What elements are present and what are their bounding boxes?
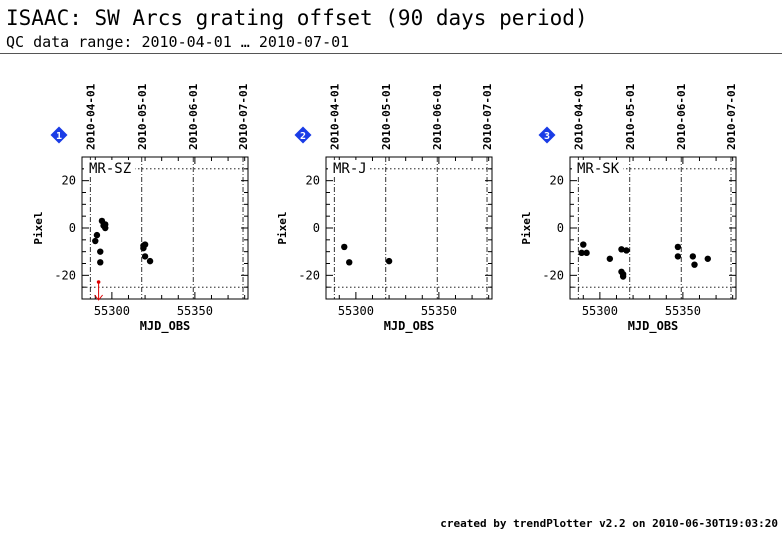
data-point <box>689 253 697 260</box>
data-point <box>578 249 585 257</box>
x-tick-label: 55300 <box>94 304 130 318</box>
data-point <box>141 253 149 260</box>
panel-label: MR-J <box>333 161 367 177</box>
panel-index-label: 2 <box>300 131 306 142</box>
top-date-label: 2010-05-01 <box>136 83 149 150</box>
plot-frame <box>569 156 737 300</box>
top-date-label: 2010-06-01 <box>187 83 200 150</box>
data-point <box>385 257 393 265</box>
x-tick-label: 55300 <box>582 304 618 318</box>
y-tick-label: 20 <box>550 174 564 188</box>
y-axis-label: Pixel <box>32 211 45 244</box>
data-point <box>97 259 104 266</box>
data-point <box>146 257 154 265</box>
y-tick-label: -20 <box>542 268 564 282</box>
top-date-label: 2010-07-01 <box>725 83 738 150</box>
header-divider <box>0 53 782 54</box>
data-point <box>619 273 627 280</box>
y-tick-label: -20 <box>54 268 76 282</box>
panel-label-bg <box>84 160 135 176</box>
top-date-label: 2010-06-01 <box>675 83 688 150</box>
data-point <box>97 248 104 255</box>
panel-index-badge <box>538 126 556 144</box>
x-tick-label: 55350 <box>421 304 457 318</box>
top-date-label: 2010-04-01 <box>84 83 97 150</box>
page-title: ISAAC: SW Arcs grating offset (90 days p… <box>6 6 588 30</box>
panel-label-bg <box>328 160 370 176</box>
data-point <box>606 255 614 262</box>
outlier-arrowhead <box>94 294 103 301</box>
data-point <box>580 241 587 248</box>
panel-index-label: 3 <box>544 131 550 142</box>
data-point <box>346 259 353 266</box>
x-tick-label: 55350 <box>177 304 213 318</box>
panel-index-badge <box>294 126 312 144</box>
data-point <box>583 249 590 257</box>
top-date-label: 2010-07-01 <box>481 83 494 150</box>
data-point <box>618 246 625 253</box>
data-point <box>674 253 682 260</box>
x-axis-label: MJD_OBS <box>628 319 679 334</box>
footer-credit: created by trendPlotter v2.2 on 2010-06-… <box>440 517 778 530</box>
page-subtitle: QC data range: 2010-04-01 … 2010-07-01 <box>6 33 350 51</box>
data-point <box>623 247 630 254</box>
y-axis-label: Pixel <box>520 211 533 244</box>
x-tick-label: 55350 <box>665 304 701 318</box>
x-axis-label: MJD_OBS <box>384 319 435 334</box>
y-tick-label: 20 <box>62 174 76 188</box>
top-date-label: 2010-05-01 <box>624 83 637 150</box>
y-tick-label: 0 <box>557 221 564 235</box>
data-point <box>704 255 711 262</box>
panel-index-label: 1 <box>56 131 62 142</box>
y-tick-label: 0 <box>69 221 76 235</box>
top-date-label: 2010-04-01 <box>328 83 341 150</box>
y-tick-label: -20 <box>298 268 320 282</box>
top-date-label: 2010-04-01 <box>572 83 585 150</box>
data-point <box>341 243 348 251</box>
x-tick-label: 55300 <box>338 304 374 318</box>
panel-label: MR-SZ <box>89 161 131 177</box>
data-point <box>93 231 101 239</box>
data-point <box>141 241 149 248</box>
top-date-label: 2010-05-01 <box>380 83 393 150</box>
y-axis-label: Pixel <box>276 211 289 244</box>
y-tick-label: 0 <box>313 221 320 235</box>
data-point <box>92 237 99 245</box>
top-date-label: 2010-06-01 <box>431 83 444 150</box>
panel-label: MR-SK <box>577 161 620 177</box>
top-date-label: 2010-07-01 <box>237 83 250 150</box>
data-point <box>691 261 698 268</box>
data-point <box>102 221 109 228</box>
outlier-marker <box>96 280 101 284</box>
panel-label-bg <box>572 160 623 176</box>
data-point <box>674 243 682 251</box>
plot-frame <box>325 156 493 300</box>
y-tick-label: 20 <box>306 174 320 188</box>
x-axis-label: MJD_OBS <box>140 319 191 334</box>
